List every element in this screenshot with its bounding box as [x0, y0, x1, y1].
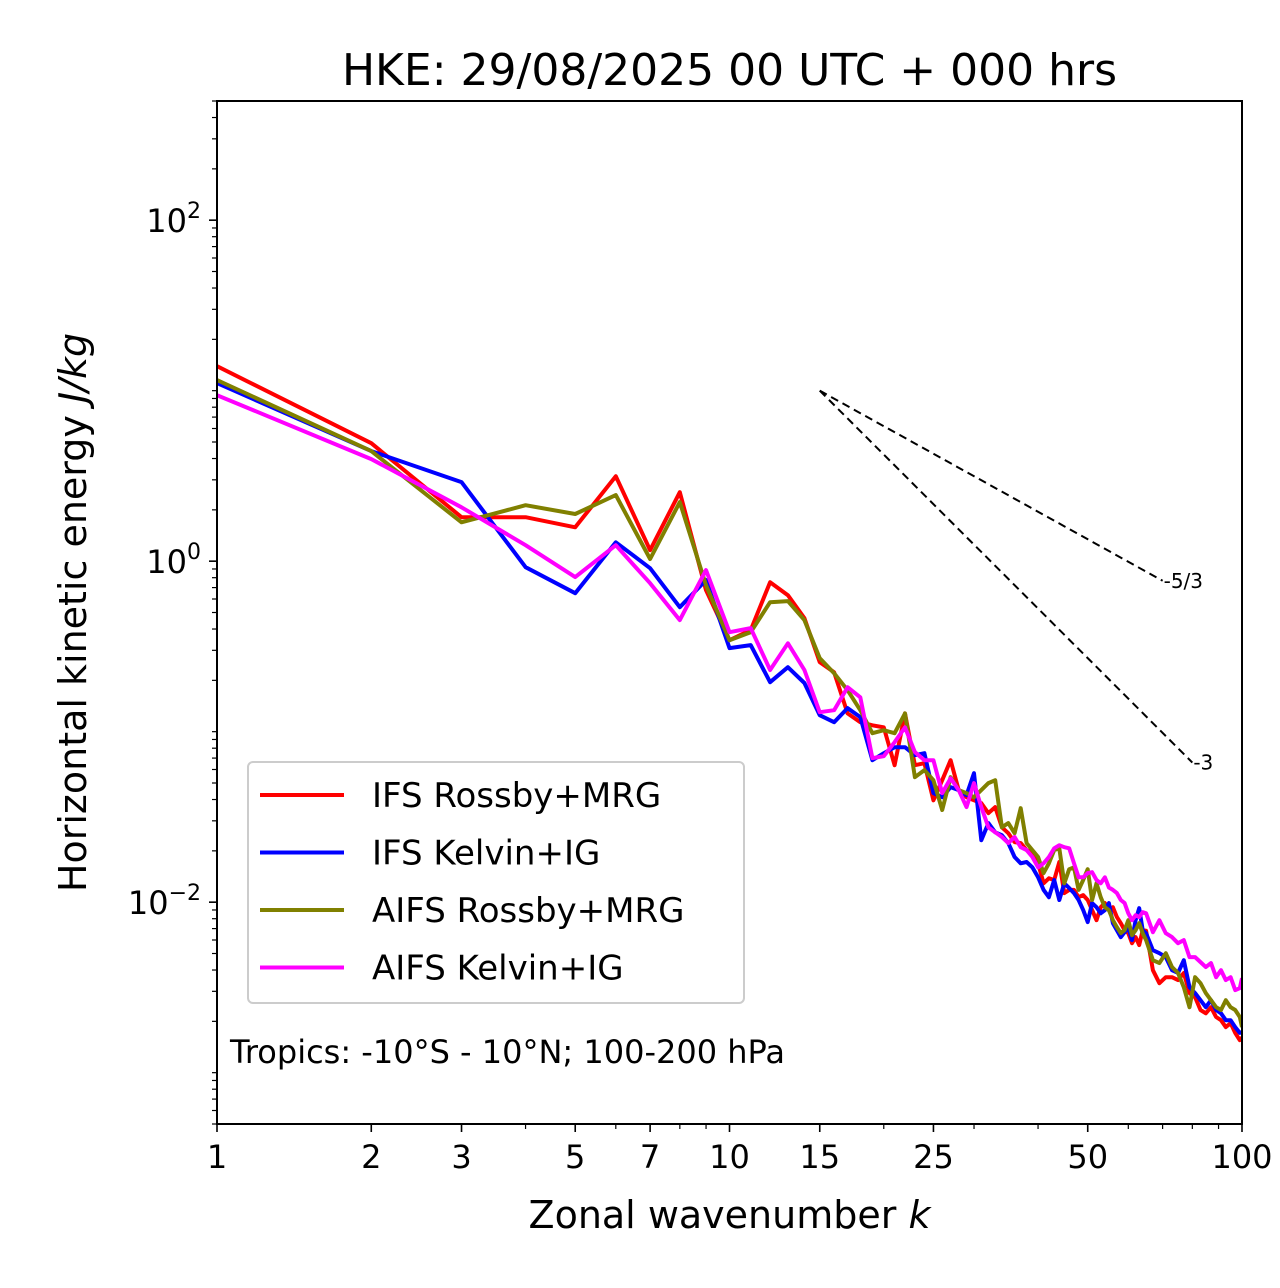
reference-lines — [819, 389, 1194, 764]
x-axis-label-symbol: k — [908, 1193, 932, 1237]
reference-line-slope-three — [819, 389, 1194, 764]
x-tick-label: 10 — [709, 1138, 750, 1176]
legend-label: IFS Kelvin+IG — [372, 834, 600, 874]
x-axis-ticks: 1 2 3 5 7 10 15 25 50 100 — [207, 1124, 1273, 1176]
x-tick-label: 50 — [1067, 1138, 1108, 1176]
legend-label: AIFS Rossby+MRG — [372, 891, 684, 931]
legend-label: AIFS Kelvin+IG — [372, 949, 624, 989]
legend-frame — [247, 761, 745, 1004]
x-tick-label: 25 — [913, 1138, 954, 1176]
x-tick-label: 5 — [565, 1138, 585, 1176]
y-axis-label-unit: J/kg — [51, 333, 95, 410]
reference-line-slope-five-thirds — [819, 389, 1164, 582]
x-axis-label-text: Zonal wavenumber — [529, 1193, 897, 1237]
y-axis-label: Horizontal kinetic energy J/kg — [51, 333, 95, 892]
legend: IFS Rossby+MRG IFS Kelvin+IG AIFS Rossby+M… — [247, 761, 745, 1004]
x-tick-label: 2 — [361, 1138, 381, 1176]
series-line-aifs-kelvin-ig — [217, 393, 1242, 993]
chart-title: HKE: 29/08/2025 00 UTC + 000 hrs — [342, 45, 1117, 96]
x-tick-label: 1 — [207, 1138, 227, 1176]
x-axis-label: Zonal wavenumber k — [529, 1193, 933, 1237]
y-axis-ticks: 102 100 10−2 — [128, 100, 217, 1125]
series-lines — [217, 364, 1242, 1043]
region-annotation: Tropics: -10°S - 10°N; 100-200 hPa — [229, 1033, 785, 1071]
reference-line-label: -5/3 — [1164, 569, 1203, 593]
y-tick-label: 10−2 — [128, 881, 201, 922]
x-tick-label: 3 — [451, 1138, 471, 1176]
y-axis-label-text: Horizontal kinetic energy — [51, 415, 95, 892]
legend-label: IFS Rossby+MRG — [372, 776, 661, 816]
series-line-aifs-rossby-mrg — [217, 378, 1242, 1028]
y-tick-label: 102 — [146, 199, 201, 240]
reference-line-label: -3 — [1193, 751, 1213, 775]
x-tick-label: 15 — [799, 1138, 840, 1176]
x-tick-label: 100 — [1211, 1138, 1272, 1176]
x-tick-label: 7 — [640, 1138, 660, 1176]
y-tick-label: 100 — [146, 540, 201, 581]
